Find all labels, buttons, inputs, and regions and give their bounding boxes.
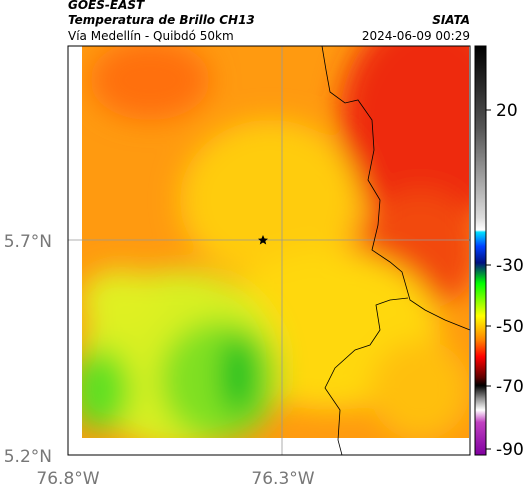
map-frame bbox=[67, 45, 471, 456]
border bbox=[324, 297, 409, 456]
colorbar-tick-label: -90 bbox=[496, 440, 524, 460]
colorbar-ticks bbox=[486, 109, 491, 450]
x-tick-label: 76.8°W bbox=[36, 469, 99, 489]
border bbox=[321, 45, 471, 331]
y-tick-label: 5.2°N bbox=[4, 447, 52, 467]
x-tick-label: 76.3°W bbox=[251, 469, 314, 489]
colorbar-tick-label: -30 bbox=[496, 256, 524, 276]
brightness-field bbox=[82, 46, 469, 438]
colorbar-tick-label: -50 bbox=[496, 317, 524, 337]
source: SIATA bbox=[432, 13, 470, 27]
datetime: 2024-06-09 00:29 bbox=[362, 29, 470, 43]
title: GOES-EAST bbox=[68, 0, 145, 12]
colorbar-tick-label: 20 bbox=[496, 101, 518, 121]
y-tick-label: 5.7°N bbox=[4, 232, 52, 252]
location: Vía Medellín - Quibdó 50km bbox=[68, 29, 234, 43]
colorbar bbox=[474, 45, 487, 456]
location-marker bbox=[258, 235, 268, 245]
colorbar-tick-label: -70 bbox=[496, 377, 524, 397]
subtitle: Temperatura de Brillo CH13 bbox=[68, 13, 255, 27]
